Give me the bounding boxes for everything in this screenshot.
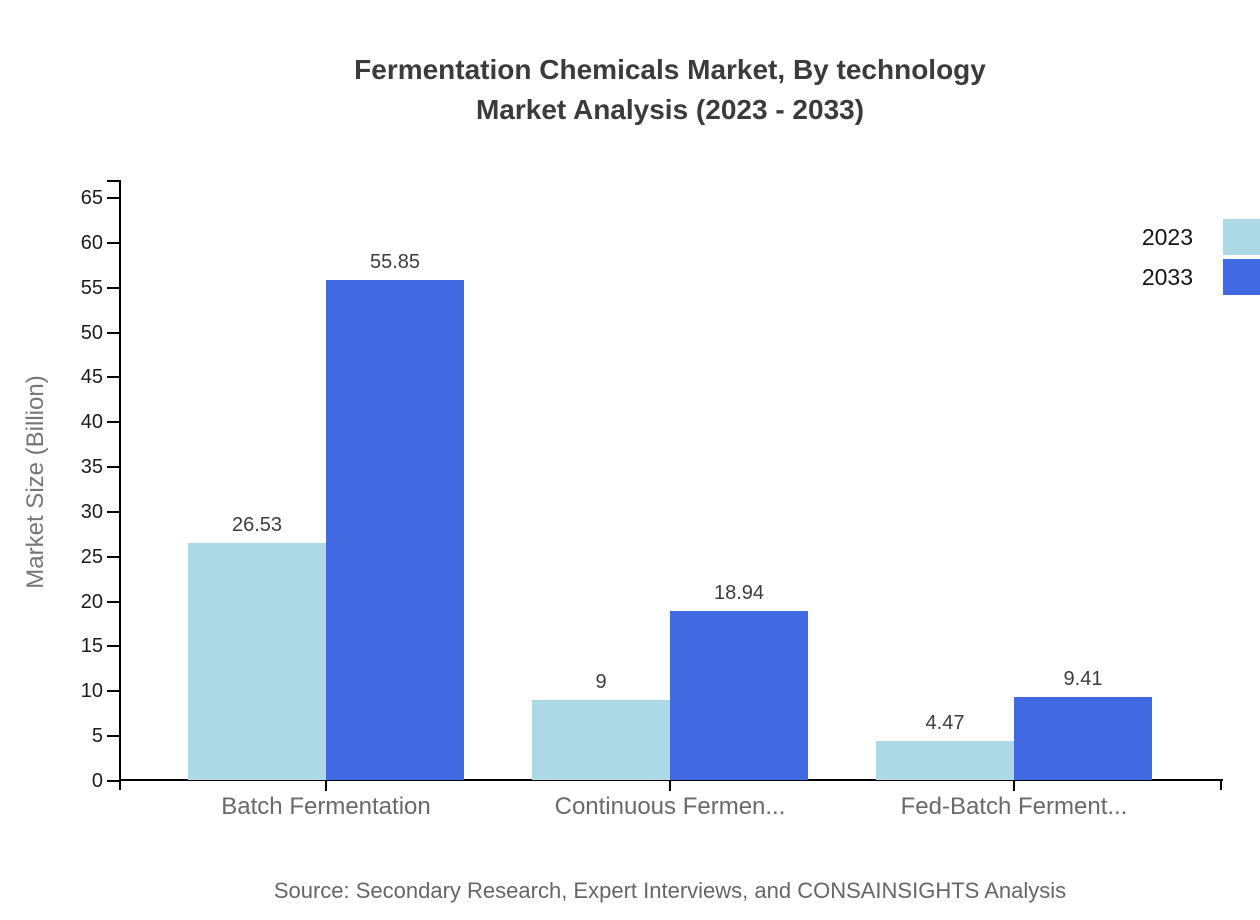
y-tick-label: 15 xyxy=(80,635,103,657)
y-axis-top-cap xyxy=(107,180,121,182)
y-tick-label: 65 xyxy=(80,187,103,209)
x-category-label: Continuous Fermen... xyxy=(554,793,786,820)
y-tick xyxy=(107,780,119,782)
bar-2033 xyxy=(1014,697,1152,780)
y-tick xyxy=(107,197,119,199)
legend-swatch-2033 xyxy=(1223,259,1260,295)
y-tick-label: 20 xyxy=(80,591,103,613)
legend-label: 2033 xyxy=(1141,263,1193,290)
y-tick-label: 50 xyxy=(80,322,103,344)
y-tick xyxy=(107,287,119,289)
y-tick-label: 45 xyxy=(80,366,103,388)
y-tick-label: 40 xyxy=(80,411,103,433)
legend-item: 2033 xyxy=(1100,259,1260,295)
chart-title: Fermentation Chemicals Market, By techno… xyxy=(80,50,1260,130)
y-tick xyxy=(107,735,119,737)
y-tick xyxy=(107,332,119,334)
x-tick xyxy=(669,781,671,791)
legend: 2023 2033 xyxy=(1100,219,1260,299)
bar-value-label: 4.47 xyxy=(925,712,965,734)
y-tick xyxy=(107,645,119,647)
y-tick-label: 5 xyxy=(91,725,103,747)
y-tick xyxy=(107,601,119,603)
x-category-label: Fed-Batch Ferment... xyxy=(900,793,1128,820)
x-tick xyxy=(325,781,327,791)
y-tick-label: 60 xyxy=(80,232,103,254)
y-tick-label: 35 xyxy=(80,456,103,478)
y-tick-label: 10 xyxy=(80,680,103,702)
bar-value-label: 18.94 xyxy=(713,582,765,604)
bar-2023 xyxy=(188,543,326,780)
x-axis-line xyxy=(119,779,1223,781)
bar-value-label: 26.53 xyxy=(231,514,283,536)
chart-title-line1: Fermentation Chemicals Market, By techno… xyxy=(354,54,986,85)
y-tick xyxy=(107,376,119,378)
y-tick xyxy=(107,242,119,244)
x-axis-end-cap xyxy=(1220,779,1222,790)
bar-2033 xyxy=(326,280,464,780)
y-axis-line xyxy=(119,180,121,790)
bar-2033 xyxy=(670,611,808,780)
y-tick xyxy=(107,511,119,513)
bar-2023 xyxy=(876,741,1014,780)
y-tick xyxy=(107,556,119,558)
x-category-label: Batch Fermentation xyxy=(221,793,431,820)
y-tick-label: 0 xyxy=(91,770,103,792)
y-tick xyxy=(107,466,119,468)
y-tick-label: 30 xyxy=(80,501,103,523)
legend-swatch-2023 xyxy=(1223,219,1260,255)
legend-label: 2023 xyxy=(1141,223,1193,250)
y-tick xyxy=(107,690,119,692)
x-tick xyxy=(1013,781,1015,791)
bar-value-label: 9.41 xyxy=(1063,668,1103,690)
y-tick-label: 55 xyxy=(80,277,103,299)
source-note: Source: Secondary Research, Expert Inter… xyxy=(273,878,1067,903)
y-tick xyxy=(107,421,119,423)
bar-value-label: 55.85 xyxy=(369,251,421,273)
y-tick-label: 25 xyxy=(80,546,103,568)
chart-title-line2: Market Analysis (2023 - 2033) xyxy=(475,94,865,125)
bar-2023 xyxy=(532,700,670,780)
bar-value-label: 9 xyxy=(595,671,607,693)
legend-item: 2023 xyxy=(1100,219,1260,255)
